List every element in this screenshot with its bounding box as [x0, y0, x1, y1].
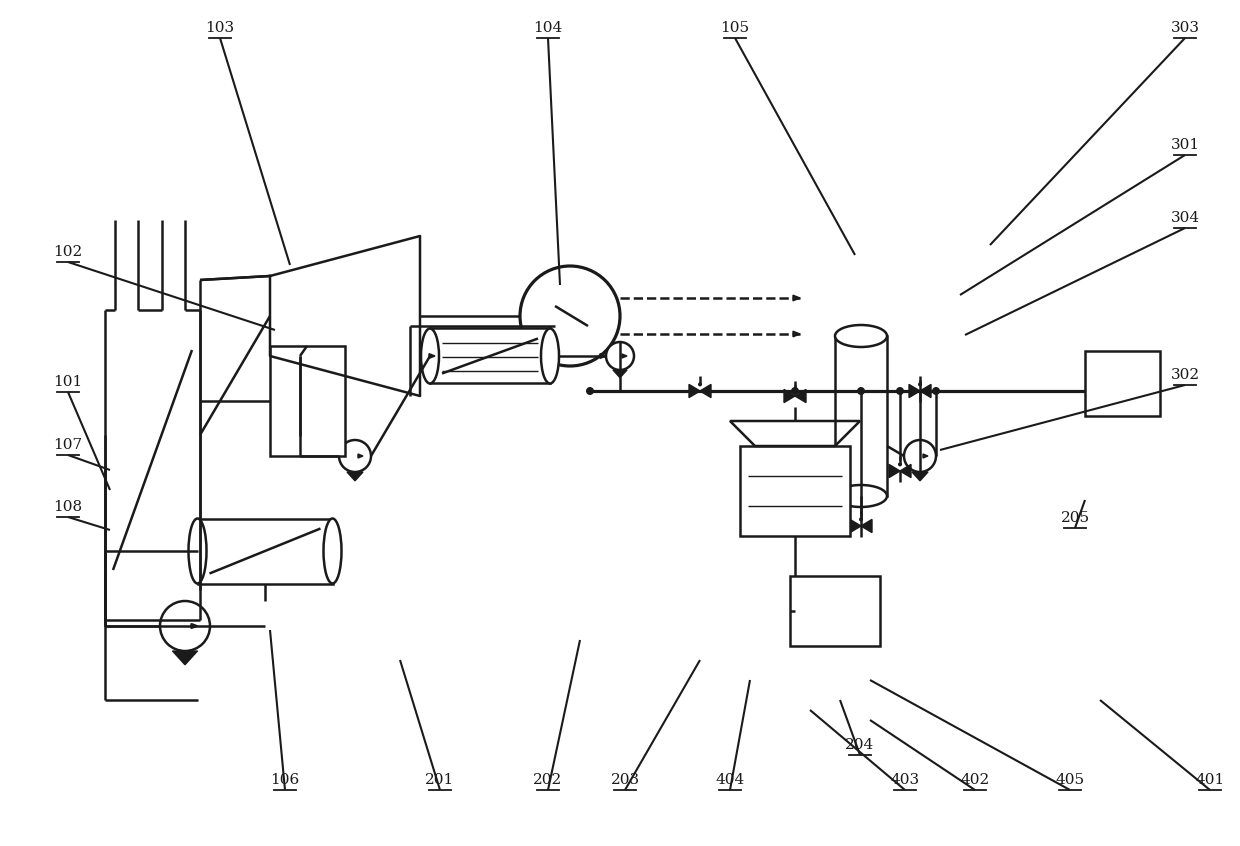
- Ellipse shape: [324, 519, 341, 584]
- Polygon shape: [794, 331, 800, 337]
- Text: 304: 304: [1171, 211, 1199, 225]
- Bar: [790, 576, 880, 646]
- Polygon shape: [911, 472, 928, 481]
- Polygon shape: [429, 354, 435, 359]
- Ellipse shape: [422, 328, 439, 383]
- Polygon shape: [613, 370, 627, 377]
- Text: 201: 201: [425, 773, 455, 787]
- Polygon shape: [909, 384, 920, 398]
- Polygon shape: [861, 519, 872, 533]
- Circle shape: [918, 382, 923, 387]
- Circle shape: [932, 387, 940, 395]
- Text: 108: 108: [53, 500, 83, 514]
- Text: 204: 204: [846, 738, 874, 752]
- Bar: [197, 519, 332, 584]
- Text: 402: 402: [960, 773, 990, 787]
- Text: 107: 107: [53, 438, 83, 452]
- Text: 102: 102: [53, 245, 83, 259]
- Text: 301: 301: [1171, 138, 1199, 152]
- Text: 101: 101: [53, 375, 83, 389]
- Bar: [430, 328, 551, 383]
- Text: 202: 202: [533, 773, 563, 787]
- Polygon shape: [701, 384, 711, 398]
- Text: 401: 401: [1195, 773, 1225, 787]
- Bar: [740, 446, 849, 536]
- Polygon shape: [795, 389, 806, 403]
- Circle shape: [857, 387, 866, 395]
- Bar: [270, 346, 345, 456]
- Text: 105: 105: [720, 21, 749, 35]
- Polygon shape: [889, 464, 900, 478]
- Polygon shape: [600, 354, 606, 359]
- Polygon shape: [172, 651, 197, 665]
- Text: 104: 104: [533, 21, 563, 35]
- Text: 303: 303: [1171, 21, 1199, 35]
- Polygon shape: [347, 472, 363, 481]
- Circle shape: [160, 601, 210, 651]
- Polygon shape: [923, 454, 928, 458]
- Circle shape: [898, 463, 901, 466]
- Text: 203: 203: [610, 773, 640, 787]
- Polygon shape: [920, 384, 931, 398]
- Polygon shape: [849, 519, 861, 533]
- Circle shape: [794, 387, 797, 392]
- Circle shape: [520, 266, 620, 366]
- Ellipse shape: [835, 325, 887, 347]
- Text: 404: 404: [715, 773, 745, 787]
- Text: 205: 205: [1060, 511, 1090, 525]
- Polygon shape: [358, 454, 363, 458]
- Circle shape: [859, 518, 863, 521]
- Circle shape: [339, 440, 371, 472]
- Polygon shape: [689, 384, 701, 398]
- Text: 403: 403: [890, 773, 920, 787]
- Polygon shape: [191, 624, 197, 629]
- Ellipse shape: [835, 485, 887, 507]
- Ellipse shape: [188, 519, 207, 584]
- Polygon shape: [784, 389, 795, 403]
- Circle shape: [897, 387, 904, 395]
- Circle shape: [904, 440, 936, 472]
- Ellipse shape: [541, 328, 559, 383]
- Text: 103: 103: [206, 21, 234, 35]
- Bar: [835, 336, 887, 496]
- Polygon shape: [900, 464, 911, 478]
- Polygon shape: [622, 354, 627, 358]
- Circle shape: [606, 342, 634, 370]
- Polygon shape: [192, 624, 197, 628]
- Text: 405: 405: [1055, 773, 1085, 787]
- Circle shape: [587, 387, 594, 395]
- Polygon shape: [794, 295, 800, 301]
- Circle shape: [791, 387, 799, 395]
- Text: 106: 106: [270, 773, 300, 787]
- Bar: [1085, 351, 1159, 416]
- Text: 302: 302: [1171, 368, 1199, 382]
- Circle shape: [698, 382, 702, 387]
